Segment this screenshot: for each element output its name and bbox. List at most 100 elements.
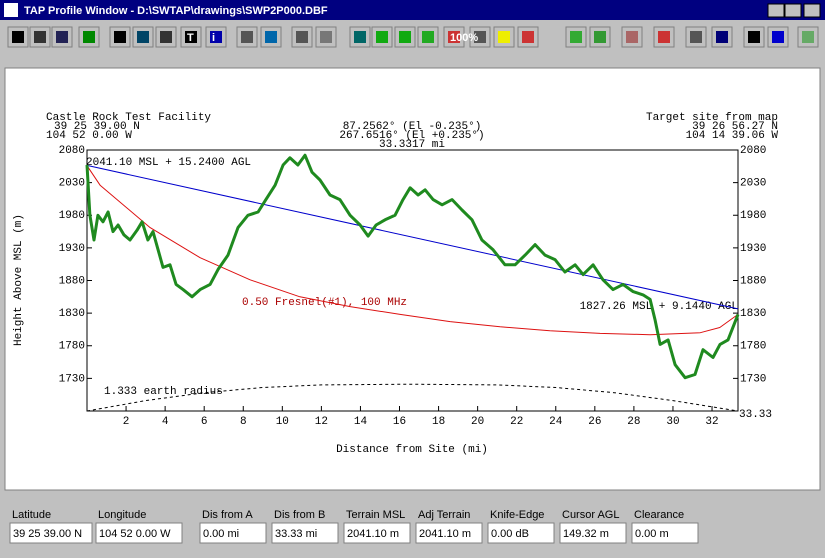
field-label: Longitude (98, 509, 146, 521)
toolbar-icon (594, 31, 606, 43)
field-value: 0.00 m (635, 528, 669, 540)
toolbar-icon (570, 31, 582, 43)
chart-panel (4, 67, 821, 491)
y-tick-label: 1980 (59, 210, 85, 222)
field-box (271, 522, 339, 544)
y-tick-label: 2030 (740, 178, 766, 190)
target-name: Target site from map (646, 112, 778, 124)
toolbar-icon (716, 31, 728, 43)
field-value: 2041.10 m (347, 528, 399, 540)
toolbar-icon (56, 31, 68, 43)
maximize-button[interactable] (784, 3, 802, 18)
x-axis-label: Distance from Site (mi) (336, 444, 488, 456)
field-box (343, 522, 411, 544)
toolbar-label: 100% (450, 32, 478, 44)
toolbar-icon (296, 31, 308, 43)
x-tick-label: 10 (276, 416, 289, 428)
toolbar-icon (241, 31, 253, 43)
y-tick-label: 1880 (740, 275, 766, 287)
toolbar-icon (626, 31, 638, 43)
field-box (631, 522, 699, 544)
field-box (487, 522, 555, 544)
toolbar-icon (802, 31, 814, 43)
field-label: Adj Terrain (418, 509, 470, 521)
end-label: 1827.26 MSL + 9.1440 AGL (580, 301, 738, 313)
series-line (85, 153, 740, 380)
y-tick-label: 1830 (59, 308, 85, 320)
toolbar-icon (160, 31, 172, 43)
site-name: Castle Rock Test Facility (46, 112, 211, 124)
field-label: Dis from B (274, 509, 325, 521)
x-tick-label: 32 (705, 416, 718, 428)
toolbar-icon (448, 31, 460, 43)
x-tick-label: 6 (201, 416, 208, 428)
y-tick-label: 1730 (59, 373, 85, 385)
field-value: 39 25 39.00 N (13, 528, 82, 540)
title-bar (0, 0, 825, 20)
y-tick-label: 1930 (740, 243, 766, 255)
back-azimuth: 267.6516° (El +0.235°) (339, 130, 484, 142)
fresnel-label: 0.50 Fresnel(#1), 100 MHz (242, 297, 407, 309)
app-icon (4, 3, 18, 17)
toolbar-icon (658, 31, 670, 43)
y-tick-label: 1980 (740, 210, 766, 222)
field-box (199, 522, 267, 544)
y-tick-label: 1780 (59, 341, 85, 353)
x-tick-label: 18 (432, 416, 445, 428)
x-tick-label: 28 (627, 416, 640, 428)
toolbar-icon (474, 31, 486, 43)
field-value: 2041.10 m (419, 528, 471, 540)
y-tick-label: 1880 (59, 275, 85, 287)
field-label: Cursor AGL (562, 509, 619, 521)
x-tick-label: 26 (588, 416, 601, 428)
x-tick-label: 20 (471, 416, 484, 428)
series-line (86, 164, 739, 310)
toolbar-label: i (212, 32, 215, 44)
field-label: Dis from A (202, 509, 253, 521)
start-label: 2041.10 MSL + 15.2400 AGL (86, 157, 251, 169)
toolbar-icon (376, 31, 388, 43)
x-tick-label: 12 (315, 416, 328, 428)
y-tick-label: 1830 (740, 308, 766, 320)
close-button[interactable] (803, 3, 821, 18)
toolbar-label: T (187, 32, 194, 44)
x-tick-label: 33.33 (739, 409, 772, 421)
toolbar-icon (498, 31, 510, 43)
y-tick-label: 2080 (740, 145, 766, 157)
target-lon: 104 14 39.06 W (686, 130, 779, 142)
x-tick-label: 14 (354, 416, 368, 428)
toolbar-icon (399, 31, 411, 43)
x-tick-label: 30 (666, 416, 679, 428)
field-box (415, 522, 483, 544)
y-tick-label: 1780 (740, 341, 766, 353)
field-label: Clearance (634, 509, 684, 521)
toolbar-icon (34, 31, 46, 43)
field-box (95, 522, 183, 544)
field-value: 149.32 m (563, 528, 609, 540)
x-tick-label: 22 (510, 416, 523, 428)
toolbar-icon (12, 31, 24, 43)
field-value: 104 52 0.00 W (99, 528, 171, 540)
toolbar-icon (83, 31, 95, 43)
toolbar-icon (422, 31, 434, 43)
toolbar-icon (522, 31, 534, 43)
series-line (86, 165, 739, 336)
y-tick-label: 1730 (740, 373, 766, 385)
toolbar-icon (320, 31, 332, 43)
field-box (559, 522, 627, 544)
toolbar-icon (114, 31, 126, 43)
x-tick-label: 16 (393, 416, 406, 428)
field-label: Terrain MSL (346, 509, 405, 521)
field-box (9, 522, 93, 544)
minimize-button[interactable] (767, 3, 785, 18)
y-tick-label: 1930 (59, 243, 85, 255)
azimuth: 87.2562° (El -0.235°) (343, 121, 482, 133)
toolbar-icon (748, 31, 760, 43)
x-tick-label: 4 (162, 416, 169, 428)
x-tick-label: 2 (123, 416, 130, 428)
y-tick-label: 2030 (59, 178, 85, 190)
toolbar-icon (690, 31, 702, 43)
field-value: 0.00 mi (203, 528, 239, 540)
